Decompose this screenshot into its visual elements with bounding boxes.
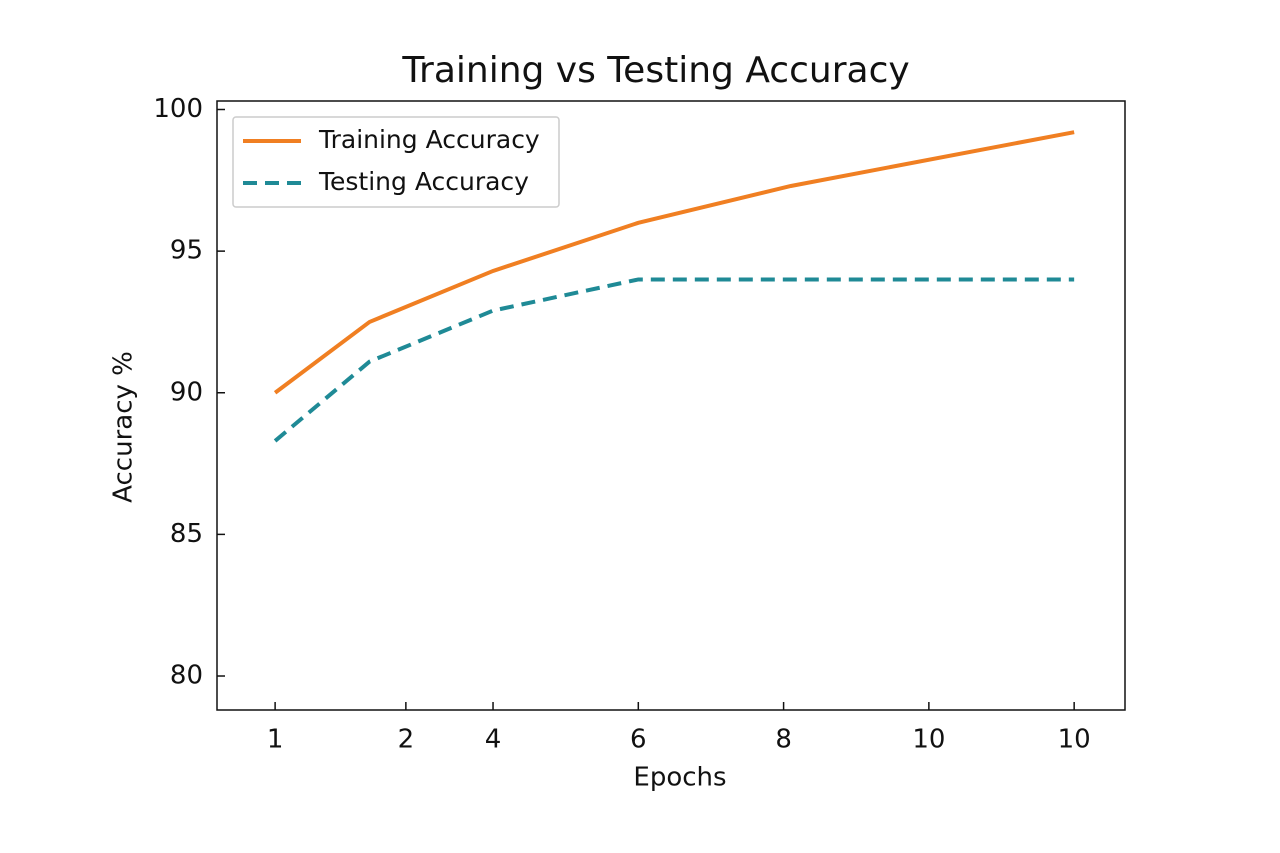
y-tick-label: 100 <box>153 94 203 124</box>
x-tick-label: 4 <box>485 725 502 755</box>
data-line <box>273 130 1075 395</box>
y-axis-label: Accuracy % <box>109 351 139 503</box>
x-tick-label: 10 <box>912 725 945 755</box>
y-tick-label: 80 <box>170 661 203 691</box>
data-line <box>273 277 1075 443</box>
x-tick-label: 1 <box>267 725 284 755</box>
y-tick-label: 85 <box>170 519 203 549</box>
plot-frame <box>216 100 1126 711</box>
x-tick-label: 8 <box>775 725 792 755</box>
legend-label: Testing Accuracy <box>318 167 529 196</box>
x-tick-label: 2 <box>398 725 415 755</box>
y-tick-label: 95 <box>170 236 203 266</box>
x-axis-label: Epochs <box>633 763 726 793</box>
x-tick-label: 10 <box>1058 725 1091 755</box>
legend-label: Training Accuracy <box>318 125 540 154</box>
x-tick-label: 6 <box>630 725 647 755</box>
y-tick-label: 90 <box>170 377 203 407</box>
legend-box <box>232 116 560 208</box>
chart-title: Training vs Testing Accuracy <box>401 50 909 91</box>
